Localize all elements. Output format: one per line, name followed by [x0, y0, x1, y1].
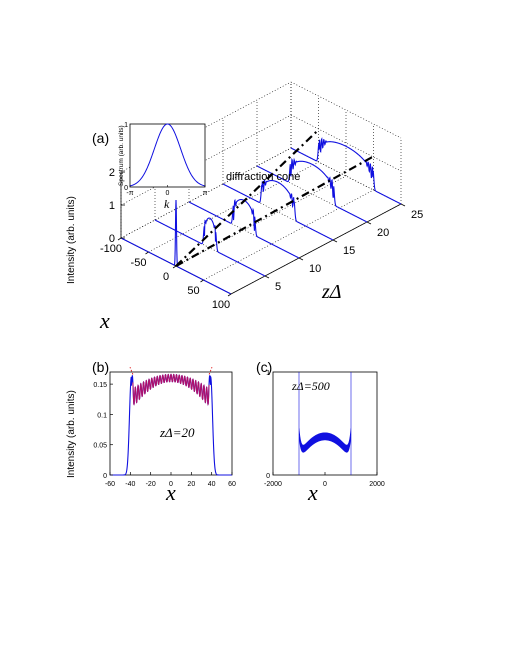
- panel-b-plot: (b) -60 -40 -20 0 20 40 60 0 0.05 0.1 0.15 x Inten…: [66, 359, 236, 505]
- panel-b-x-tick-label: 20: [187, 481, 195, 488]
- inset-x-axis-label: k: [164, 197, 170, 211]
- panel-b-x-tick-label: -40: [125, 481, 135, 488]
- diffraction-cone-annotation: diffraction cone: [226, 171, 300, 183]
- x-tick-label: -50: [131, 257, 147, 269]
- panel-c-y-tick-label: 1: [266, 370, 270, 377]
- y-tick-label: 10: [309, 263, 321, 275]
- panel-c-y-tick-label: 0: [266, 473, 270, 480]
- panel-b-x-tick-label: 40: [208, 481, 216, 488]
- inset-y-axis-label: Spectrum (arb. units): [118, 125, 125, 186]
- panel-b-edge-dots: [129, 366, 213, 375]
- inset-x-tick-label: 0: [166, 190, 170, 197]
- inset-frame: [129, 123, 206, 188]
- x-tick-label: 50: [187, 285, 199, 297]
- x-tick-mark: [200, 279, 204, 283]
- panel-a-label: (a): [92, 130, 109, 146]
- panel-c-intensity-band: [298, 372, 352, 475]
- inset-x-tick-label: -π: [126, 190, 133, 197]
- slice-curve: [256, 157, 368, 223]
- inset-spectrum-curve: [129, 123, 205, 187]
- panel-a-inset: -π 0 π01 k Spectrum (arb. units): [118, 122, 208, 211]
- panel-a-diffraction-cone-lines: [175, 128, 374, 267]
- grid-line: [290, 114, 402, 172]
- panel-b-annotation: zΔ=20: [159, 425, 195, 440]
- panel-c-x-axis-label: x: [307, 480, 318, 505]
- x-tick-label: -100: [100, 243, 122, 255]
- y-tick-mark: [400, 203, 406, 207]
- grid-line: [120, 81, 292, 173]
- cone-line: [175, 128, 320, 267]
- y-tick-mark: [264, 275, 270, 279]
- panel-a-x-ticks: -100 -50 0 50 100: [100, 237, 232, 311]
- y-tick-label: 5: [275, 281, 281, 293]
- x-tick-label: 100: [212, 299, 230, 311]
- slice-curve: [290, 137, 402, 205]
- panel-a-y-ticks: 5 10 15 20 25: [264, 203, 423, 293]
- panel-c-x-tick-label: 2000: [369, 481, 385, 488]
- inset-ticks: -π 0 π01: [124, 122, 207, 197]
- y-tick-label: 15: [343, 245, 355, 257]
- grid-line: [120, 114, 292, 206]
- inset-x-tick-label: π: [203, 190, 208, 197]
- y-tick-mark: [366, 221, 372, 225]
- panel-c-label: (c): [256, 359, 272, 375]
- panel-a-z-axis-label: Intensity (arb. units): [66, 196, 77, 284]
- grid-line: [203, 189, 374, 281]
- x-tick-mark: [117, 237, 122, 241]
- panel-b-ticks: -60 -40 -20 0 20 40 60 0 0.05 0.1 0.15: [93, 382, 236, 488]
- slice-curve: [120, 199, 232, 295]
- cone-line: [175, 155, 374, 267]
- panel-c-annotation: zΔ=500: [291, 379, 330, 393]
- y-axis-line: [230, 203, 402, 295]
- panel-c-x-tick-label: -2000: [264, 481, 282, 488]
- panel-a-curves: [120, 137, 402, 295]
- panel-b-x-axis-label: x: [165, 480, 176, 505]
- z-tick-label: 1: [109, 200, 115, 212]
- x-tick-mark: [145, 251, 149, 255]
- z-tick-label: 0: [109, 233, 115, 245]
- x-tick-label: 0: [163, 271, 169, 283]
- y-tick-label: 25: [411, 209, 423, 221]
- panel-b-y-tick-label: 0.15: [93, 382, 107, 389]
- panel-c-x-tick-label: 0: [323, 481, 327, 488]
- grid-line: [120, 147, 292, 239]
- panel-b-envelope-curve: [132, 373, 210, 406]
- y-tick-mark: [298, 257, 304, 261]
- slice-curve: [154, 217, 266, 277]
- panel-b-y-tick-label: 0.1: [97, 412, 107, 419]
- x-tick-mark: [172, 265, 177, 269]
- panel-b-x-tick-label: -20: [146, 481, 156, 488]
- panel-b-y-axis-label: Intensity (arb. units): [66, 390, 77, 478]
- panel-b-x-tick-label: -60: [105, 481, 115, 488]
- panel-b-x-tick-label: 60: [228, 481, 236, 488]
- inset-y-tick-label: 0: [124, 185, 128, 192]
- panel-b-y-tick-label: 0: [103, 473, 107, 480]
- panel-a-z-ticks: 0 1 2: [109, 167, 125, 245]
- grid-line: [290, 81, 402, 139]
- panel-a-y-axis-label: zΔ: [321, 281, 342, 303]
- z-tick-label: 2: [109, 167, 115, 179]
- panel-b-x-tick-label: 0: [169, 481, 173, 488]
- y-tick-label: 20: [377, 227, 389, 239]
- panel-b-label: (b): [92, 359, 109, 375]
- panel-b-y-tick-label: 0.05: [93, 443, 107, 450]
- inset-y-tick-label: 1: [124, 122, 128, 129]
- grid-line: [175, 175, 347, 267]
- y-tick-mark: [332, 239, 338, 243]
- x-tick-mark: [227, 293, 232, 297]
- panel-a-x-axis-label: x: [99, 308, 110, 333]
- slice-curve: [222, 179, 334, 241]
